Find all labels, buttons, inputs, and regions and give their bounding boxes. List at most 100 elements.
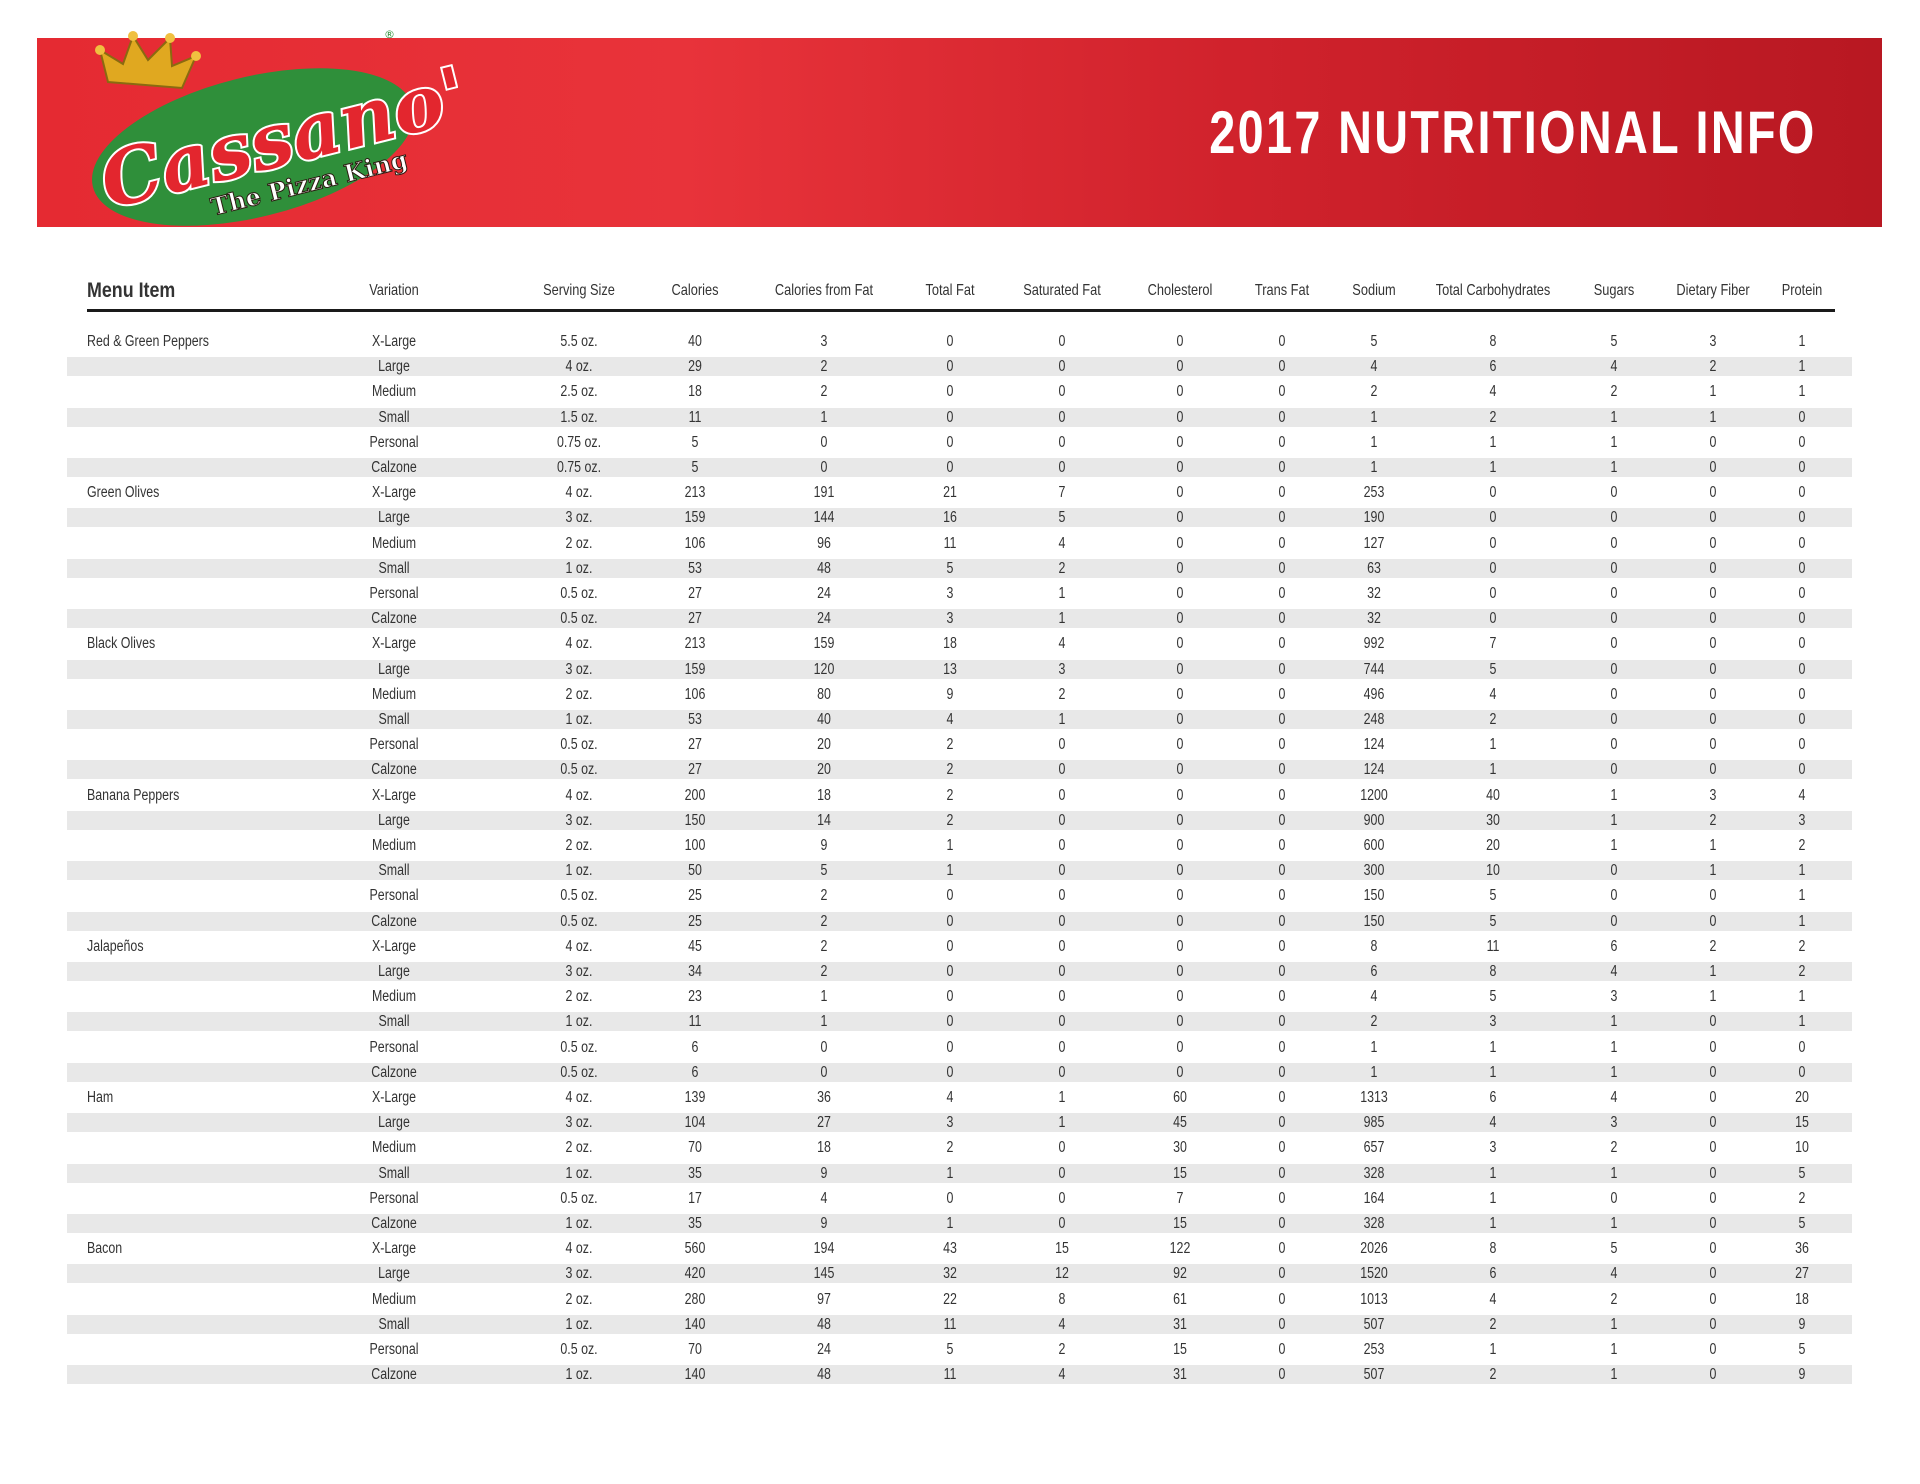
cell-value: 0 — [946, 408, 954, 426]
cell-value: 507 — [1363, 1366, 1385, 1384]
table-cell: 97 — [815, 1290, 832, 1309]
table-cell: 1 — [1610, 1063, 1619, 1082]
menu-item-name: Red & Green Peppers — [87, 332, 240, 351]
cell-value: 1200 — [1360, 786, 1388, 804]
table-cell: 0 — [1058, 408, 1067, 427]
cell-value: 6 — [691, 1038, 699, 1056]
cell-value: 25 — [688, 912, 702, 930]
cell-value: 2 — [1798, 1189, 1806, 1207]
cell-value: 0 — [1798, 459, 1806, 476]
cell-value: 7 — [1176, 1189, 1184, 1207]
cell-value: 150 — [1363, 912, 1385, 930]
table-cell: 0 — [1489, 508, 1498, 527]
table-cell: 70 — [686, 1138, 703, 1157]
cell-value: 2 — [1798, 937, 1806, 955]
cell-value: 1 — [820, 408, 828, 426]
cell-value: 248 — [1363, 711, 1385, 728]
cell-value: 1013 — [1360, 1290, 1388, 1308]
cell-value: Small — [378, 408, 410, 426]
cell-value: 43 — [943, 1240, 957, 1258]
cell-value: 27 — [688, 610, 702, 628]
cell-value: 35 — [688, 1164, 702, 1182]
table-cell: 2 — [820, 382, 829, 401]
cell-value: 0 — [1798, 559, 1806, 577]
table-cell: 2 — [1798, 937, 1807, 956]
cell-value: 0 — [1709, 1215, 1717, 1232]
cell-value: 159 — [813, 635, 835, 653]
table-cell: 0 — [1058, 1138, 1067, 1157]
cell-value: 1 — [1489, 761, 1497, 779]
table-cell: 12 — [1053, 1264, 1070, 1283]
table-cell: 0 — [1278, 760, 1287, 779]
table-cell: 0 — [1610, 584, 1619, 603]
table-cell: 0 — [1176, 634, 1185, 653]
table-cell: 0 — [1709, 710, 1718, 729]
table-cell: 34 — [686, 962, 703, 981]
cell-value: 1 — [1610, 459, 1618, 476]
cell-value: 2 — [1489, 711, 1497, 728]
cell-value: 992 — [1363, 635, 1385, 653]
cell-value: 8 — [1058, 1290, 1066, 1308]
table-cell: 0 — [1798, 760, 1807, 779]
table-row: Banana Peppers X-Large 4 oz. 200 18 2 0 0 0 1200 4… — [67, 786, 1852, 805]
table-cell: 159 — [682, 660, 708, 679]
cell-value: 0 — [1278, 1139, 1286, 1157]
table-cell: 1 — [1489, 735, 1498, 754]
column-header: Calories from Fat — [763, 278, 886, 304]
table-cell: 1 — [1489, 458, 1498, 477]
table-cell: 36 — [815, 1088, 832, 1107]
cell-value: 6 — [1489, 1089, 1497, 1106]
cell-value: 1 — [1798, 887, 1806, 905]
table-cell: 20 — [815, 760, 832, 779]
cell-value: 3 oz. — [565, 963, 593, 980]
cell-value: 40 — [817, 711, 831, 728]
cell-value: 2 — [1370, 383, 1378, 401]
cell-value: 9 — [1798, 1366, 1806, 1384]
table-cell: 2026 — [1357, 1239, 1391, 1258]
cell-value: 213 — [684, 484, 706, 502]
table-row: Small 1.5 oz. 11 1 0 0 0 0 1 2 1 1 0 — [67, 407, 1852, 427]
cell-value: 11 — [943, 1315, 957, 1333]
table-cell: 3 — [1610, 987, 1619, 1006]
table-cell: 5 — [1489, 886, 1498, 905]
cell-value: 144 — [813, 509, 835, 527]
table-cell: 328 — [1361, 1214, 1387, 1233]
cell-value: 1 — [1058, 610, 1066, 628]
cell-value: 6 — [1489, 1265, 1497, 1283]
table-cell: 0 — [1176, 1012, 1185, 1031]
cell-value: 4 — [1058, 635, 1066, 653]
cell-value: 2 — [1370, 1013, 1378, 1031]
table-cell: 3 — [946, 584, 955, 603]
table-cell: 40 — [815, 710, 832, 729]
cell-value: 0 — [1176, 1013, 1184, 1031]
cell-value: 2 — [820, 383, 828, 401]
cell-value: 6 — [1489, 358, 1497, 376]
cell-value: 0 — [1176, 433, 1184, 451]
cell-value: 3 — [1489, 1013, 1497, 1031]
table-cell: 0 — [1610, 483, 1619, 502]
cell-value: 5 — [1798, 1215, 1806, 1232]
table-cell: 0 — [1278, 1214, 1287, 1233]
table-cell: 300 — [1361, 861, 1387, 880]
cell-value: 20 — [1486, 837, 1500, 854]
cell-value: 0 — [1058, 837, 1066, 854]
cell-value: 8 — [1489, 963, 1497, 980]
cell-value: Medium — [371, 1139, 417, 1157]
cell-value: 0 — [1176, 837, 1184, 854]
table-cell: 4 — [1058, 1365, 1067, 1384]
cell-value: 2026 — [1360, 1240, 1388, 1258]
table-cell: 1 — [1709, 987, 1718, 1006]
table-cell: 80 — [815, 685, 832, 704]
cell-value: 2 oz. — [565, 837, 593, 854]
cell-value: 4 — [1489, 685, 1497, 703]
cell-value: 0 — [1278, 559, 1286, 577]
cell-value: 0 — [1798, 761, 1806, 779]
table-cell: 0 — [1798, 735, 1807, 754]
table-cell: 0 — [1278, 886, 1287, 905]
menu-item-name: Black Olives — [87, 634, 172, 653]
cell-value: 0 — [1709, 685, 1717, 703]
cell-value: 0 — [1278, 786, 1286, 804]
table-cell: 32 — [1365, 584, 1382, 603]
cell-value: 0 — [1176, 408, 1184, 426]
cell-value: 2 — [820, 887, 828, 905]
